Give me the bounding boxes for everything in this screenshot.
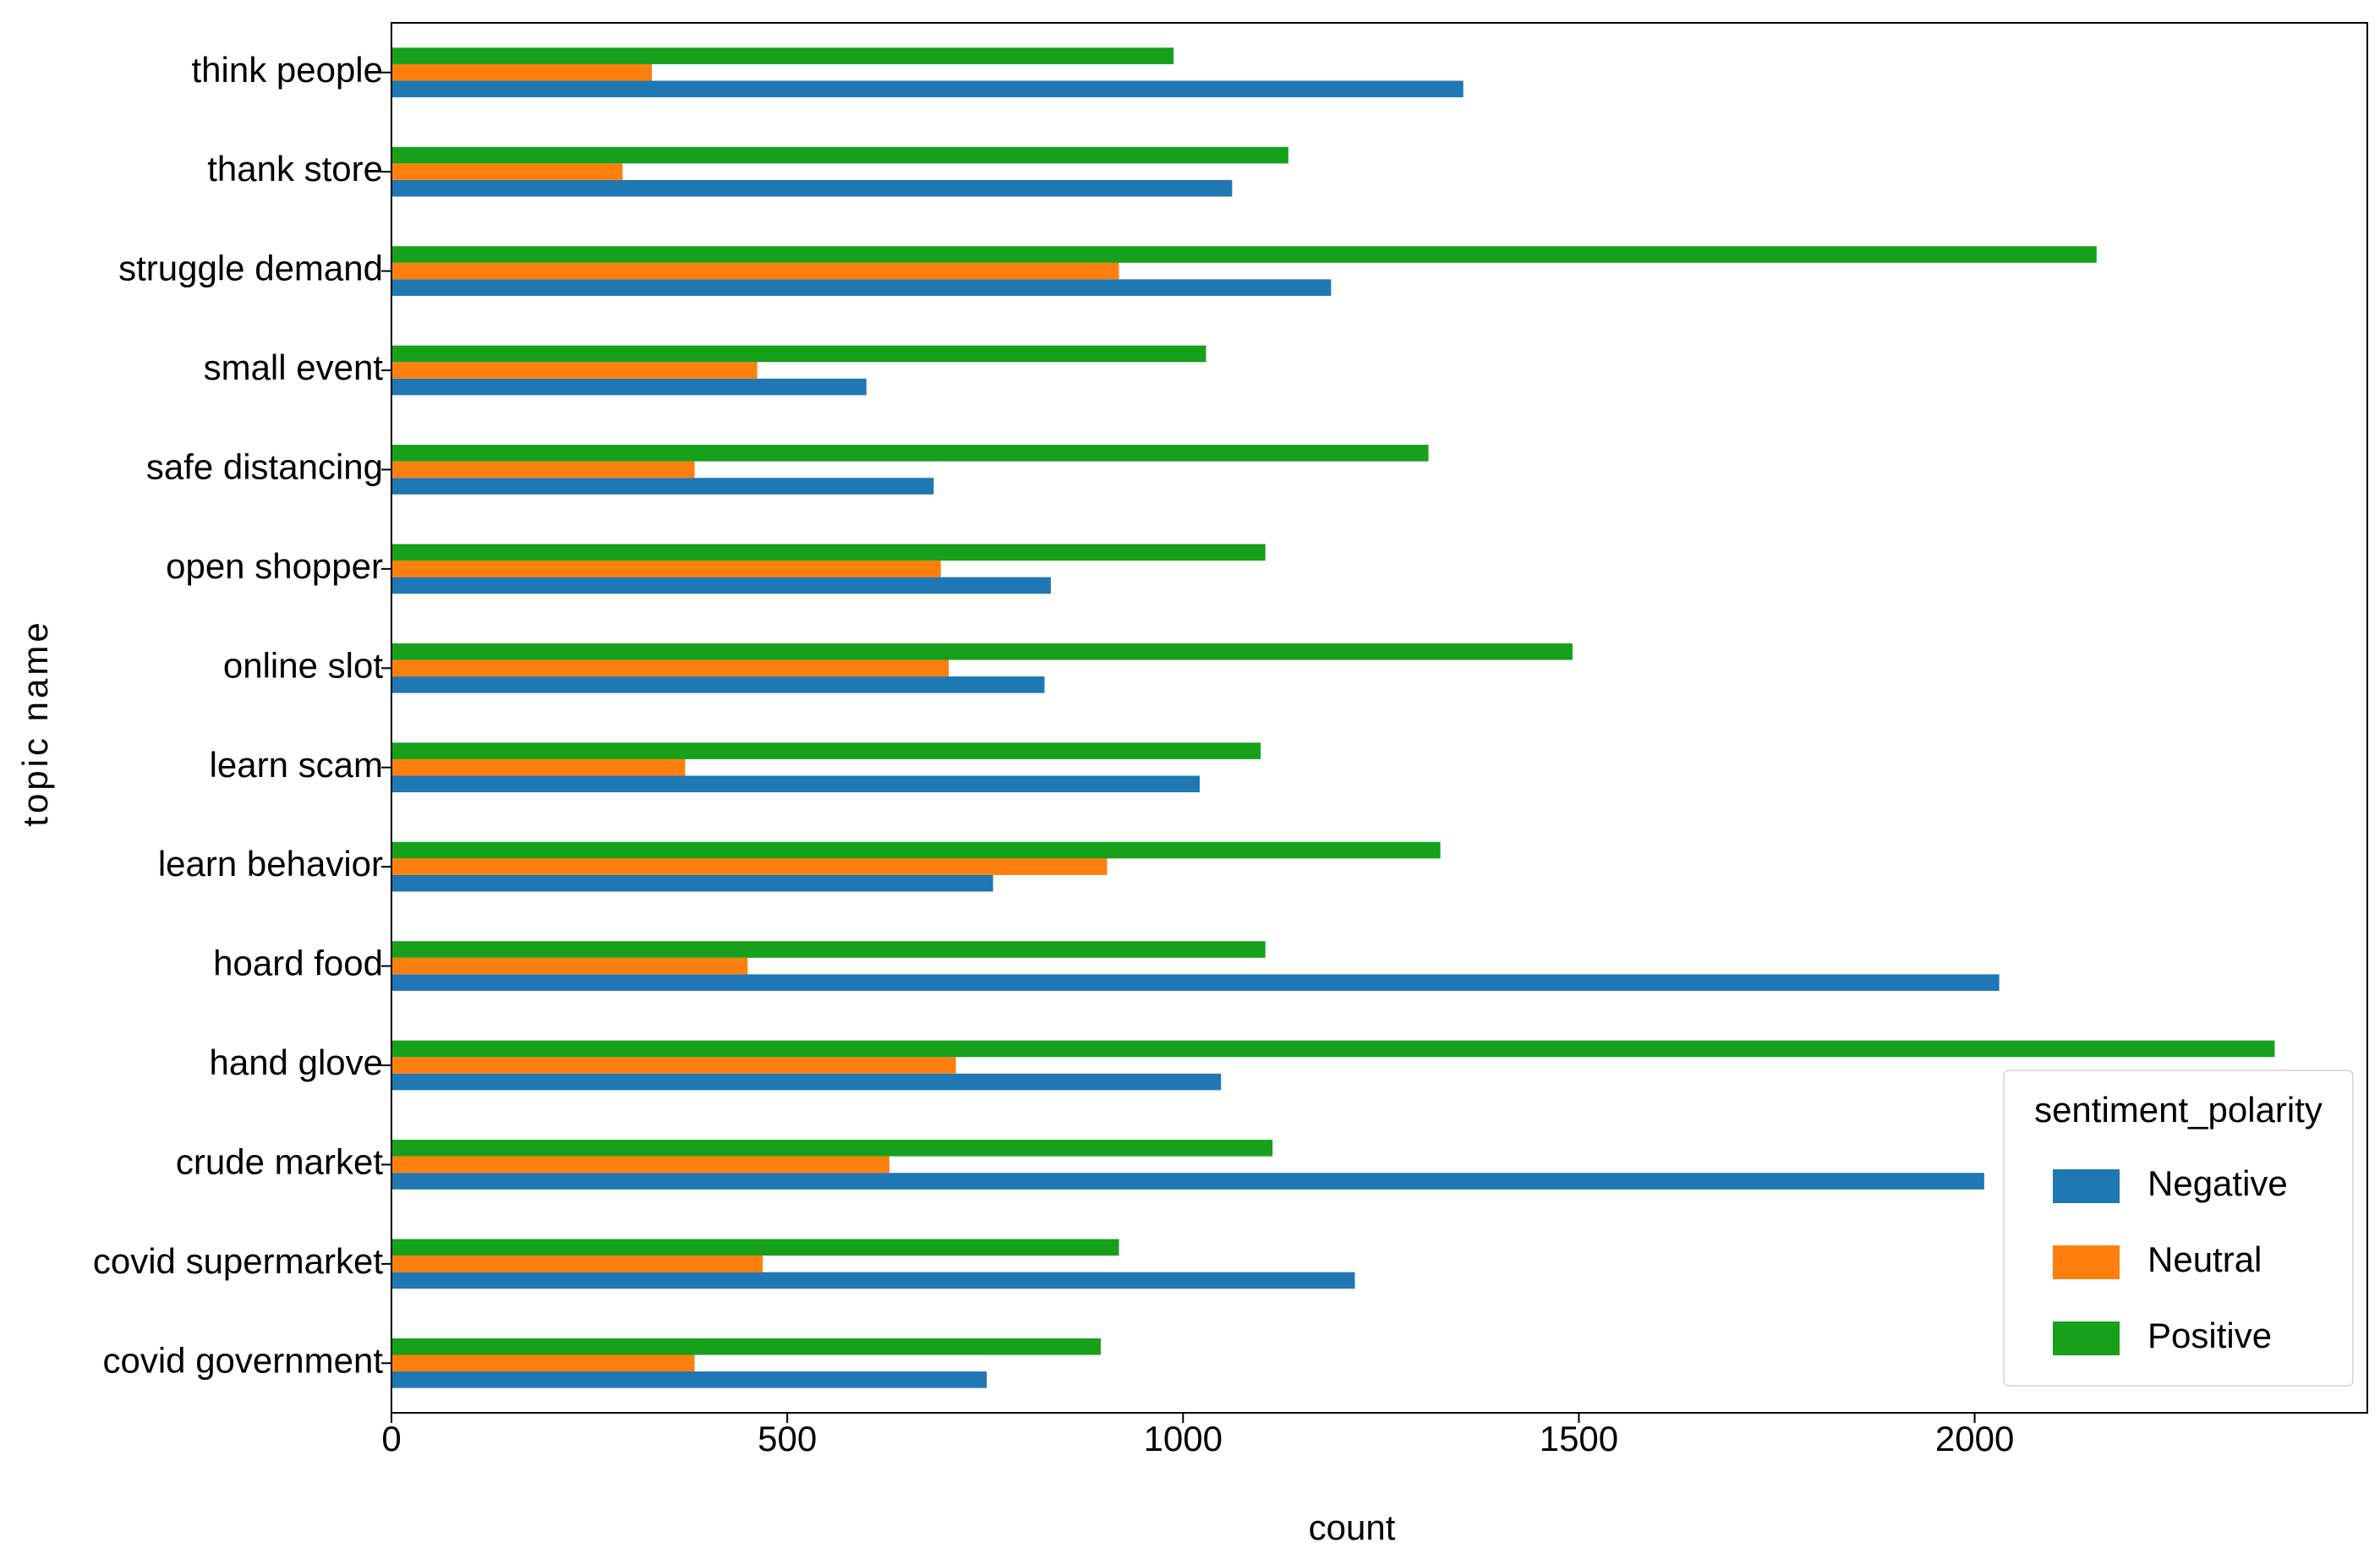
plot-frame	[391, 22, 2368, 1414]
bar	[391, 163, 623, 180]
bar	[391, 262, 1119, 280]
legend-label: Neutral	[2147, 1239, 2262, 1279]
bar	[391, 1040, 2275, 1058]
bar	[391, 544, 1266, 561]
y-tick-label: covid supermarket	[93, 1241, 383, 1281]
y-tick-label: think people	[191, 50, 383, 90]
bar	[391, 345, 1206, 363]
bar	[391, 577, 1051, 594]
x-tick-label: 1000	[1144, 1419, 1223, 1458]
bar	[391, 957, 748, 975]
bar	[391, 1354, 695, 1372]
y-tick-label: safe distancing	[146, 447, 383, 487]
bar	[391, 179, 1233, 197]
bar	[391, 1173, 1984, 1190]
bar	[391, 1371, 988, 1388]
y-tick-label: online slot	[223, 645, 383, 685]
bar	[391, 1073, 1222, 1091]
bar	[391, 246, 2097, 263]
bar	[391, 279, 1332, 296]
x-tick-label: 2000	[1935, 1419, 2014, 1458]
bar	[391, 758, 686, 776]
y-tick-label: struggle demand	[118, 249, 383, 288]
bar	[391, 874, 993, 892]
bar	[391, 775, 1200, 793]
x-tick-label: 0	[381, 1419, 401, 1458]
legend-swatch	[2053, 1245, 2120, 1279]
x-tick-label: 500	[758, 1419, 817, 1458]
y-tick-label: learn behavior	[158, 844, 383, 884]
bar	[391, 1156, 889, 1174]
y-tick-label: crude market	[176, 1142, 383, 1182]
bar	[391, 858, 1108, 875]
bar	[391, 378, 867, 396]
bar	[391, 1239, 1119, 1256]
legend-swatch	[2053, 1169, 2120, 1203]
bar	[391, 362, 758, 379]
bar	[391, 1140, 1273, 1157]
bar	[391, 643, 1573, 660]
bar	[391, 561, 941, 577]
legend-label: Positive	[2147, 1316, 2272, 1355]
bar	[391, 1338, 1101, 1355]
y-tick-label: thank store	[207, 149, 383, 189]
bar	[391, 841, 1441, 859]
bar	[391, 63, 653, 81]
y-tick-label: hand glove	[209, 1042, 383, 1082]
bar	[391, 659, 949, 677]
bar	[391, 445, 1429, 462]
x-axis-label: count	[1309, 1508, 1396, 1547]
bar	[391, 47, 1174, 64]
legend-box	[2003, 1070, 2354, 1387]
bar	[391, 974, 2000, 991]
bar	[391, 478, 934, 495]
x-tick-label: 1500	[1540, 1419, 1618, 1458]
legend-title: sentiment_polarity	[2034, 1090, 2323, 1130]
bar	[391, 146, 1288, 164]
bar	[391, 1272, 1355, 1289]
legend-label: Negative	[2147, 1163, 2288, 1203]
bar	[391, 676, 1045, 693]
bar	[391, 1256, 763, 1272]
y-tick-label: small event	[204, 347, 384, 387]
bar	[391, 80, 1464, 98]
legend-swatch	[2053, 1321, 2120, 1355]
y-tick-label: open shopper	[166, 546, 383, 586]
y-tick-label: learn scam	[210, 745, 383, 785]
y-tick-label: hoard food	[213, 944, 383, 983]
bar	[391, 941, 1266, 958]
bar	[391, 461, 695, 479]
y-tick-label: covid government	[102, 1340, 383, 1380]
bar	[391, 742, 1261, 759]
bar	[391, 1057, 956, 1074]
y-axis-label: topic name	[15, 619, 55, 826]
